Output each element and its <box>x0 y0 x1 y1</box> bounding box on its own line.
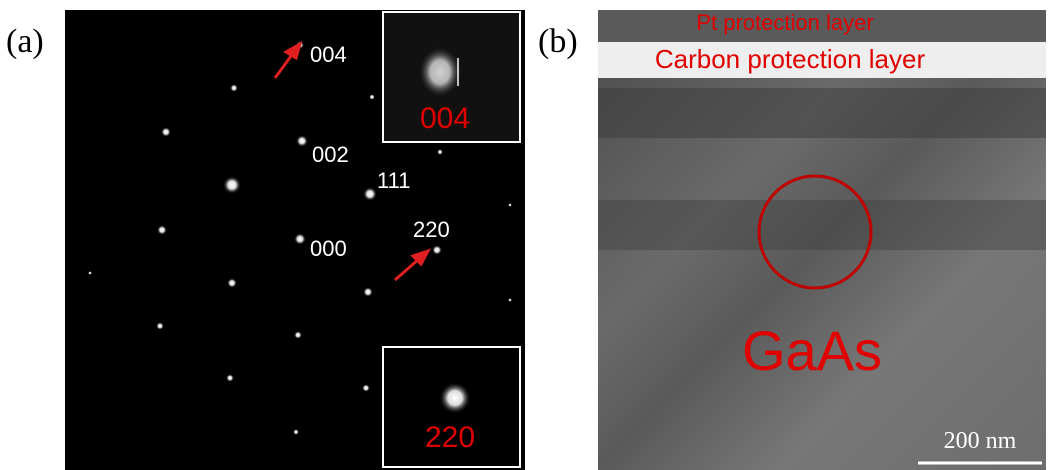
diffraction-spot <box>369 94 375 100</box>
inset-label: 004 <box>420 102 470 135</box>
diffraction-spot <box>294 233 306 245</box>
diffraction-spot <box>157 225 167 235</box>
panel-label: (b) <box>538 23 578 60</box>
spot-label: 004 <box>310 42 347 67</box>
spot-label: 111 <box>377 168 410 193</box>
diffraction-spot <box>362 384 370 392</box>
scale-bar-label: 200 nm <box>944 428 1017 454</box>
layer-label: Pt protection layer <box>696 10 873 35</box>
region-label: GaAs <box>742 319 882 382</box>
diffraction-spot <box>363 187 377 201</box>
diffraction-spot <box>508 298 512 302</box>
diffraction-spot <box>296 135 308 147</box>
diffraction-spot <box>432 245 442 255</box>
band <box>598 200 1046 250</box>
diffraction-spot <box>508 203 512 207</box>
inset-spot <box>418 46 462 98</box>
diffraction-spot <box>161 127 171 137</box>
panel-label: (a) <box>6 23 44 60</box>
diffraction-spot <box>226 374 234 382</box>
diffraction-spot <box>223 176 241 194</box>
band <box>598 88 1046 138</box>
diffraction-spot <box>294 331 302 339</box>
spot-label: 000 <box>310 236 347 261</box>
spot-label: 002 <box>312 142 349 167</box>
diffraction-spot <box>230 84 238 92</box>
inset-spot <box>439 382 471 414</box>
diffraction-spot <box>88 271 92 275</box>
diffraction-spot <box>293 429 299 435</box>
diffraction-spot <box>227 278 237 288</box>
spot-label: 220 <box>413 217 450 242</box>
inset-label: 220 <box>425 421 475 454</box>
diffraction-spot <box>363 287 373 297</box>
layer-label: Carbon protection layer <box>655 44 926 74</box>
diffraction-spot <box>156 322 164 330</box>
figure: (a) 004 002 111 000 220 004 220 (b) Pt p… <box>0 0 1049 470</box>
diffraction-spot <box>437 149 443 155</box>
page: (a) 004 002 111 000 220 004 220 (b) Pt p… <box>0 0 1049 470</box>
